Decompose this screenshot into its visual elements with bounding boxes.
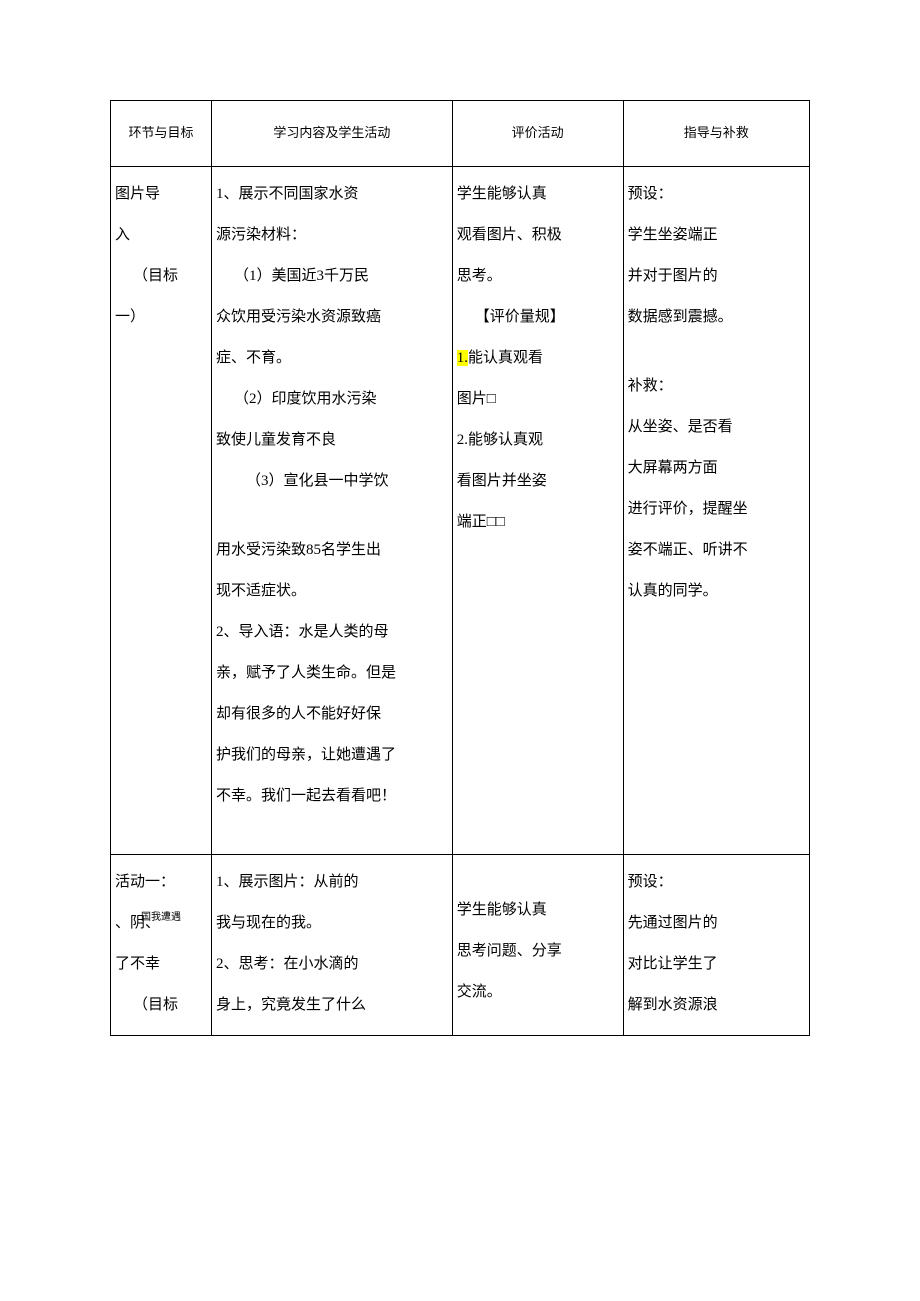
text-line: 学生能够认真 (457, 175, 619, 214)
header-content-activity: 学习内容及学生活动 (211, 101, 452, 167)
text-line: 致使儿童发育不良 (216, 421, 448, 460)
overlap-text: 国我遭遇 (141, 905, 181, 931)
text-line: 进行评价，提醒坐 (628, 490, 805, 529)
header-section-goal: 环节与目标 (111, 101, 212, 167)
text-line: 先通过图片的 (628, 904, 805, 943)
text-line: 入 (115, 216, 207, 255)
header-guidance: 指导与补救 (623, 101, 809, 167)
text-line: 学生能够认真 (457, 891, 619, 930)
text-line: 解到水资源浪 (628, 986, 805, 1025)
text-line: 亲，赋予了人类生命。但是 (216, 654, 448, 693)
text-line: 并对于图片的 (628, 257, 805, 296)
text-span: 能认真观看 (468, 350, 543, 366)
text-line: 图片导 (115, 175, 207, 214)
text-line: 补救： (628, 367, 805, 406)
text-line: （目标 (115, 986, 207, 1025)
text-line: 不幸。我们一起去看看吧！ (216, 777, 448, 816)
text-line: 预设： (628, 175, 805, 214)
cell-guidance-2: 预设： 先通过图片的 对比让学生了 解到水资源浪 (623, 854, 809, 1035)
cell-content-1: 1、展示不同国家水资 源污染材料： （1）美国近3千万民 众饮用受污染水资源致癌… (211, 166, 452, 854)
text-line: 身上，究竟发生了什么 (216, 986, 448, 1025)
text-line: 对比让学生了 (628, 945, 805, 984)
text-line: 却有很多的人不能好好保 (216, 695, 448, 734)
text-line: 预设： (628, 863, 805, 902)
text-line: 1.能认真观看 (457, 339, 619, 378)
cell-content-2: 1、展示图片：从前的 我与现在的我。 2、思考：在小水滴的 身上，究竟发生了什么 (211, 854, 452, 1035)
text-line: 活动一： (115, 863, 207, 902)
text-line: 症、不育。 (216, 339, 448, 378)
text-line: （1）美国近3千万民 (216, 257, 448, 296)
text-line: 一） (115, 298, 207, 337)
text-line: 思考。 (457, 257, 619, 296)
text-line: 2、思考：在小水滴的 (216, 945, 448, 984)
text-line: 认真的同学。 (628, 572, 805, 611)
text-line: 交流。 (457, 973, 619, 1012)
text-line: 我与现在的我。 (216, 904, 448, 943)
header-evaluation: 评价活动 (452, 101, 623, 167)
text-line: 图片□ (457, 380, 619, 419)
text-line: 源污染材料： (216, 216, 448, 255)
header-row: 环节与目标 学习内容及学生活动 评价活动 指导与补救 (111, 101, 810, 167)
cell-section-2: 活动一： 、阴、 国我遭遇 了不幸 （目标 (111, 854, 212, 1035)
cell-guidance-1: 预设： 学生坐姿端正 并对于图片的 数据感到震撼。 补救： 从坐姿、是否看 大屏… (623, 166, 809, 854)
text-line: （3）宣化县一中学饮 (216, 462, 448, 501)
text-line: 学生坐姿端正 (628, 216, 805, 255)
cell-section-1: 图片导 入 （目标 一） (111, 166, 212, 854)
text-line: 从坐姿、是否看 (628, 408, 805, 447)
cell-evaluation-2: 学生能够认真 思考问题、分享 交流。 (452, 854, 623, 1035)
text-line: 护我们的母亲，让她遭遇了 (216, 736, 448, 775)
lesson-plan-table: 环节与目标 学习内容及学生活动 评价活动 指导与补救 图片导 入 （目标 一） … (110, 100, 810, 1036)
table-row: 活动一： 、阴、 国我遭遇 了不幸 （目标 1、展示图片：从前的 我与现在的我。… (111, 854, 810, 1035)
text-line: （目标 (115, 257, 207, 296)
text-line: 看图片并坐姿 (457, 462, 619, 501)
text-line: 众饮用受污染水资源致癌 (216, 298, 448, 337)
text-line: 数据感到震撼。 (628, 298, 805, 337)
text-line: 观看图片、积极 (457, 216, 619, 255)
table-row: 图片导 入 （目标 一） 1、展示不同国家水资 源污染材料： （1）美国近3千万… (111, 166, 810, 854)
text-line: 2、导入语：水是人类的母 (216, 613, 448, 652)
text-line: 1、展示不同国家水资 (216, 175, 448, 214)
text-line: 1、展示图片：从前的 (216, 863, 448, 902)
text-line: 思考问题、分享 (457, 932, 619, 971)
text-line: 端正□□ (457, 503, 619, 542)
text-line: 现不适症状。 (216, 572, 448, 611)
text-line: 大屏幕两方面 (628, 449, 805, 488)
text-line: 用水受污染致85名学生出 (216, 531, 448, 570)
text-line: 了不幸 (115, 945, 207, 984)
text-line: （2）印度饮用水污染 (216, 380, 448, 419)
highlight-text: 1. (457, 350, 468, 366)
text-line: 2.能够认真观 (457, 421, 619, 460)
text-line: 姿不端正、听讲不 (628, 531, 805, 570)
text-line: 【评价量规】 (457, 298, 619, 337)
cell-evaluation-1: 学生能够认真 观看图片、积极 思考。 【评价量规】 1.能认真观看 图片□ 2.… (452, 166, 623, 854)
